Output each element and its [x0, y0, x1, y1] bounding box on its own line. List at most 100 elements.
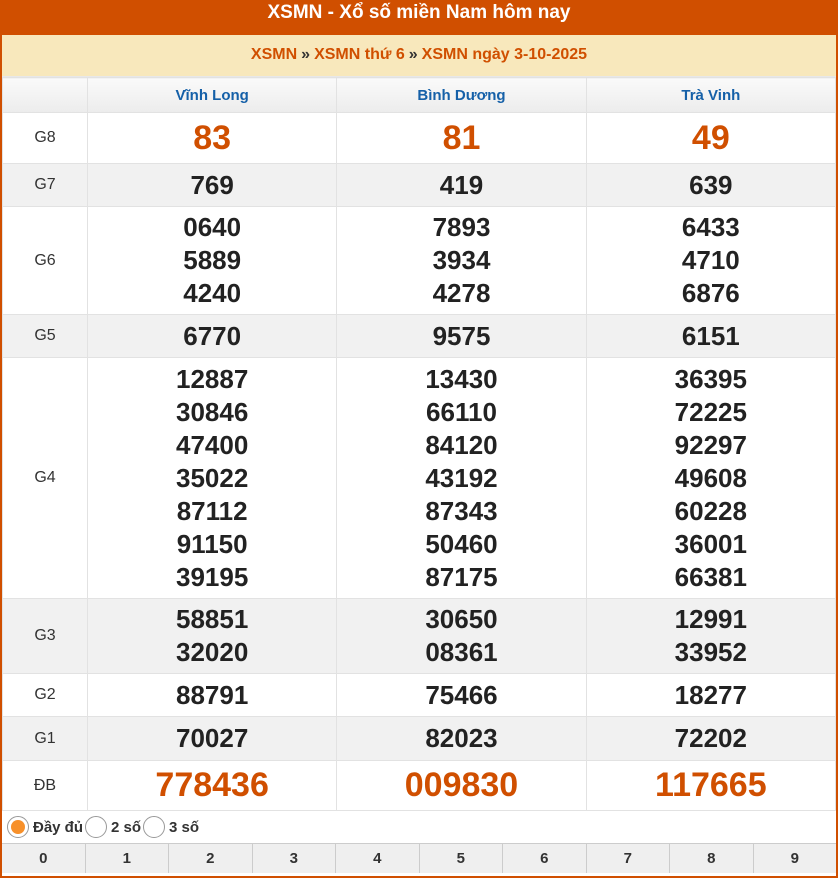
prize-cell: 72202	[585, 716, 837, 761]
radio-button[interactable]	[7, 816, 29, 838]
prize-number: 83	[193, 118, 232, 157]
prize-number: 33952	[674, 637, 747, 667]
prize-label: G8	[2, 112, 88, 164]
prize-cell: 009830	[336, 760, 587, 811]
prize-cell: 70027	[86, 716, 338, 761]
prize-number: 87112	[176, 495, 248, 526]
header-blank	[2, 77, 88, 113]
page-title: XSMN - Xổ số miền Nam hôm nay	[0, 0, 838, 35]
digit-button[interactable]: 5	[420, 844, 503, 873]
prize-number: 30650	[425, 604, 498, 634]
prize-cell: 7893 3934 4278	[336, 206, 587, 315]
prize-row: ĐB 778436 009830 117665	[2, 760, 837, 811]
prize-cell: 0640 5889 4240	[86, 206, 338, 315]
province-header[interactable]: Bình Dương	[336, 77, 587, 113]
prize-number: 32020	[176, 637, 249, 667]
prize-number: 639	[689, 169, 733, 200]
prize-cell: 639	[585, 163, 837, 207]
prize-number: 4710	[681, 245, 740, 275]
digit-button[interactable]: 3	[253, 844, 336, 873]
prize-number: 72225	[674, 396, 747, 427]
prize-cell: 13430 66110 84120 43192 87343 50460 87175	[336, 357, 587, 599]
prize-cell: 49	[585, 112, 837, 164]
prize-number: 66110	[426, 396, 497, 427]
prize-number: 84120	[425, 429, 498, 460]
prize-row: G5 6770 9575 6151	[2, 314, 837, 358]
prize-number: 60228	[674, 495, 747, 526]
radio-button[interactable]	[85, 816, 108, 838]
prize-number: 30846	[176, 396, 249, 427]
prize-number: 49608	[674, 462, 747, 493]
prize-label: G1	[2, 716, 88, 761]
breadcrumb-xsmn[interactable]: XSMN	[250, 46, 298, 63]
prize-number: 419	[439, 169, 484, 200]
prize-number: 18277	[674, 679, 747, 710]
prize-cell: 6770	[86, 314, 338, 358]
prize-row: G8 83 81 49	[2, 112, 837, 164]
prize-cell: 12887 30846 47400 35022 87112 91150 39195	[86, 357, 338, 599]
prize-row: G7 769 419 639	[2, 163, 837, 207]
prize-row: G1 70027 82023 72202	[2, 716, 837, 761]
digit-button[interactable]: 1	[86, 844, 169, 873]
digit-button[interactable]: 7	[587, 844, 670, 873]
prize-number: 12887	[176, 363, 249, 394]
province-header[interactable]: Trà Vinh	[585, 77, 837, 113]
prize-number: 70027	[176, 723, 249, 753]
breadcrumb-separator: »	[408, 46, 418, 63]
prize-number: 58851	[176, 604, 249, 634]
display-option[interactable]: 2 số	[85, 816, 141, 838]
prize-number: 12991	[674, 604, 747, 634]
prize-number: 4240	[183, 278, 242, 308]
digit-button[interactable]: 9	[790, 850, 799, 867]
prize-number: 91150	[176, 528, 248, 559]
digit-button[interactable]: 2	[169, 844, 253, 873]
prize-number: 49	[691, 118, 730, 157]
display-option[interactable]: 3 số	[143, 816, 199, 838]
digit-button[interactable]: 6	[503, 844, 587, 873]
digit-button[interactable]: 8	[670, 844, 754, 873]
prize-number: 82023	[425, 723, 498, 753]
prize-cell: 769	[86, 163, 338, 207]
breadcrumb: XSMN» XSMN thứ 6» XSMN ngày 3-10-2025	[2, 35, 836, 77]
prize-cell: 83	[86, 112, 338, 164]
prize-cell: 419	[336, 163, 587, 207]
prize-number: 92297	[674, 429, 747, 460]
prize-number: 6770	[183, 320, 242, 351]
prize-number: 75466	[425, 679, 498, 710]
breadcrumb-separator: »	[301, 46, 311, 63]
prize-number: 6151	[681, 320, 740, 351]
prize-label: G7	[2, 163, 88, 207]
prize-number: 6876	[681, 278, 740, 308]
prize-cell: 81	[336, 112, 587, 164]
display-options: Đầy đủ 2 số 3 số	[2, 811, 836, 843]
prize-number: 39195	[176, 561, 249, 592]
prize-number: 6433	[681, 212, 740, 242]
prize-number: 117665	[655, 766, 767, 804]
radio-button[interactable]	[143, 816, 166, 838]
digit-button[interactable]: 0	[2, 844, 86, 873]
display-option-label: Đầy đủ	[33, 818, 84, 836]
prize-number: 3934	[432, 245, 491, 275]
prize-cell: 82023	[336, 716, 587, 761]
prize-cell: 18277	[585, 673, 837, 717]
prize-number: 35022	[176, 462, 249, 493]
prize-number: 50460	[425, 528, 498, 559]
prize-number: 7893	[432, 212, 491, 242]
prize-cell: 30650 08361	[336, 598, 587, 674]
prize-number: 66381	[674, 561, 747, 592]
prize-row: G6 0640 5889 4240 7893 3934 4278 6433 4710 6876	[2, 206, 837, 315]
digit-button[interactable]: 4	[336, 844, 420, 873]
prize-number: 87175	[425, 561, 498, 592]
prize-number: 009830	[404, 766, 519, 804]
prize-cell: 75466	[336, 673, 587, 717]
prize-cell: 778436	[86, 760, 338, 811]
display-option[interactable]: Đầy đủ	[7, 816, 83, 838]
breadcrumb-date[interactable]: XSMN ngày 3-10-2025	[421, 46, 588, 63]
prize-cell: 6433 4710 6876	[585, 206, 837, 315]
display-option-label: 3 số	[169, 818, 200, 836]
prize-number: 81	[442, 118, 481, 157]
breadcrumb-xsmn-thu6[interactable]: XSMN thứ 6	[314, 46, 405, 63]
province-header[interactable]: Vĩnh Long	[86, 77, 338, 113]
prize-number: 36001	[674, 528, 747, 559]
